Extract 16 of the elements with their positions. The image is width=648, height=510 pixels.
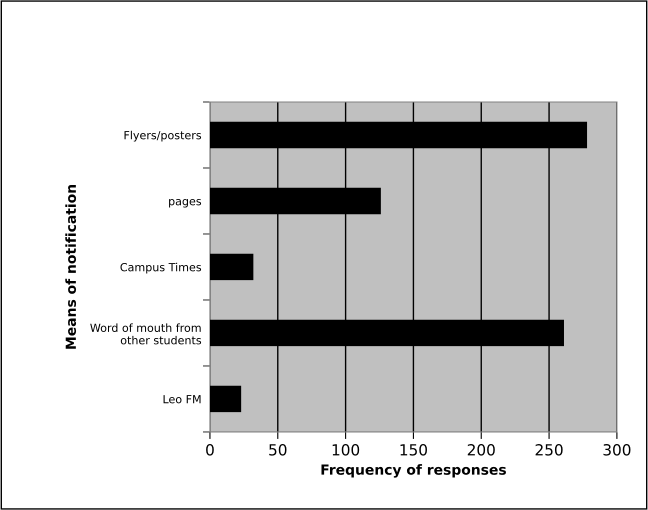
x-axis-title: Frequency of responses xyxy=(321,464,506,478)
x-tick-label: 200 xyxy=(468,444,495,456)
y-tick-label: Leo FM xyxy=(164,395,201,404)
bar xyxy=(210,386,242,412)
x-tick-label: 100 xyxy=(332,444,360,456)
y-tick-label: pages xyxy=(169,198,202,208)
x-tick-label: 50 xyxy=(269,444,286,456)
x-tick-label: 300 xyxy=(603,444,630,456)
x-tick-label: 150 xyxy=(400,444,427,456)
x-tick-label: 0 xyxy=(206,444,214,456)
y-tick-label: Word of mouth from other students xyxy=(90,323,202,344)
y-axis-title: Means of notification xyxy=(65,185,76,349)
x-tick-label: 250 xyxy=(536,444,563,456)
bar xyxy=(210,254,254,280)
y-tick-label: Flyers/posters xyxy=(124,130,202,142)
y-tick-label: Campus Times xyxy=(120,262,202,274)
